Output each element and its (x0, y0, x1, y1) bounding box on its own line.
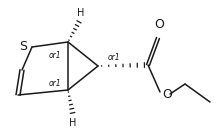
Text: H: H (69, 118, 77, 128)
Text: H: H (77, 8, 85, 18)
Text: or1: or1 (108, 52, 121, 62)
Text: or1: or1 (49, 79, 61, 87)
Text: S: S (19, 39, 27, 52)
Text: or1: or1 (49, 51, 61, 59)
Text: O: O (162, 88, 172, 102)
Text: O: O (154, 18, 164, 31)
